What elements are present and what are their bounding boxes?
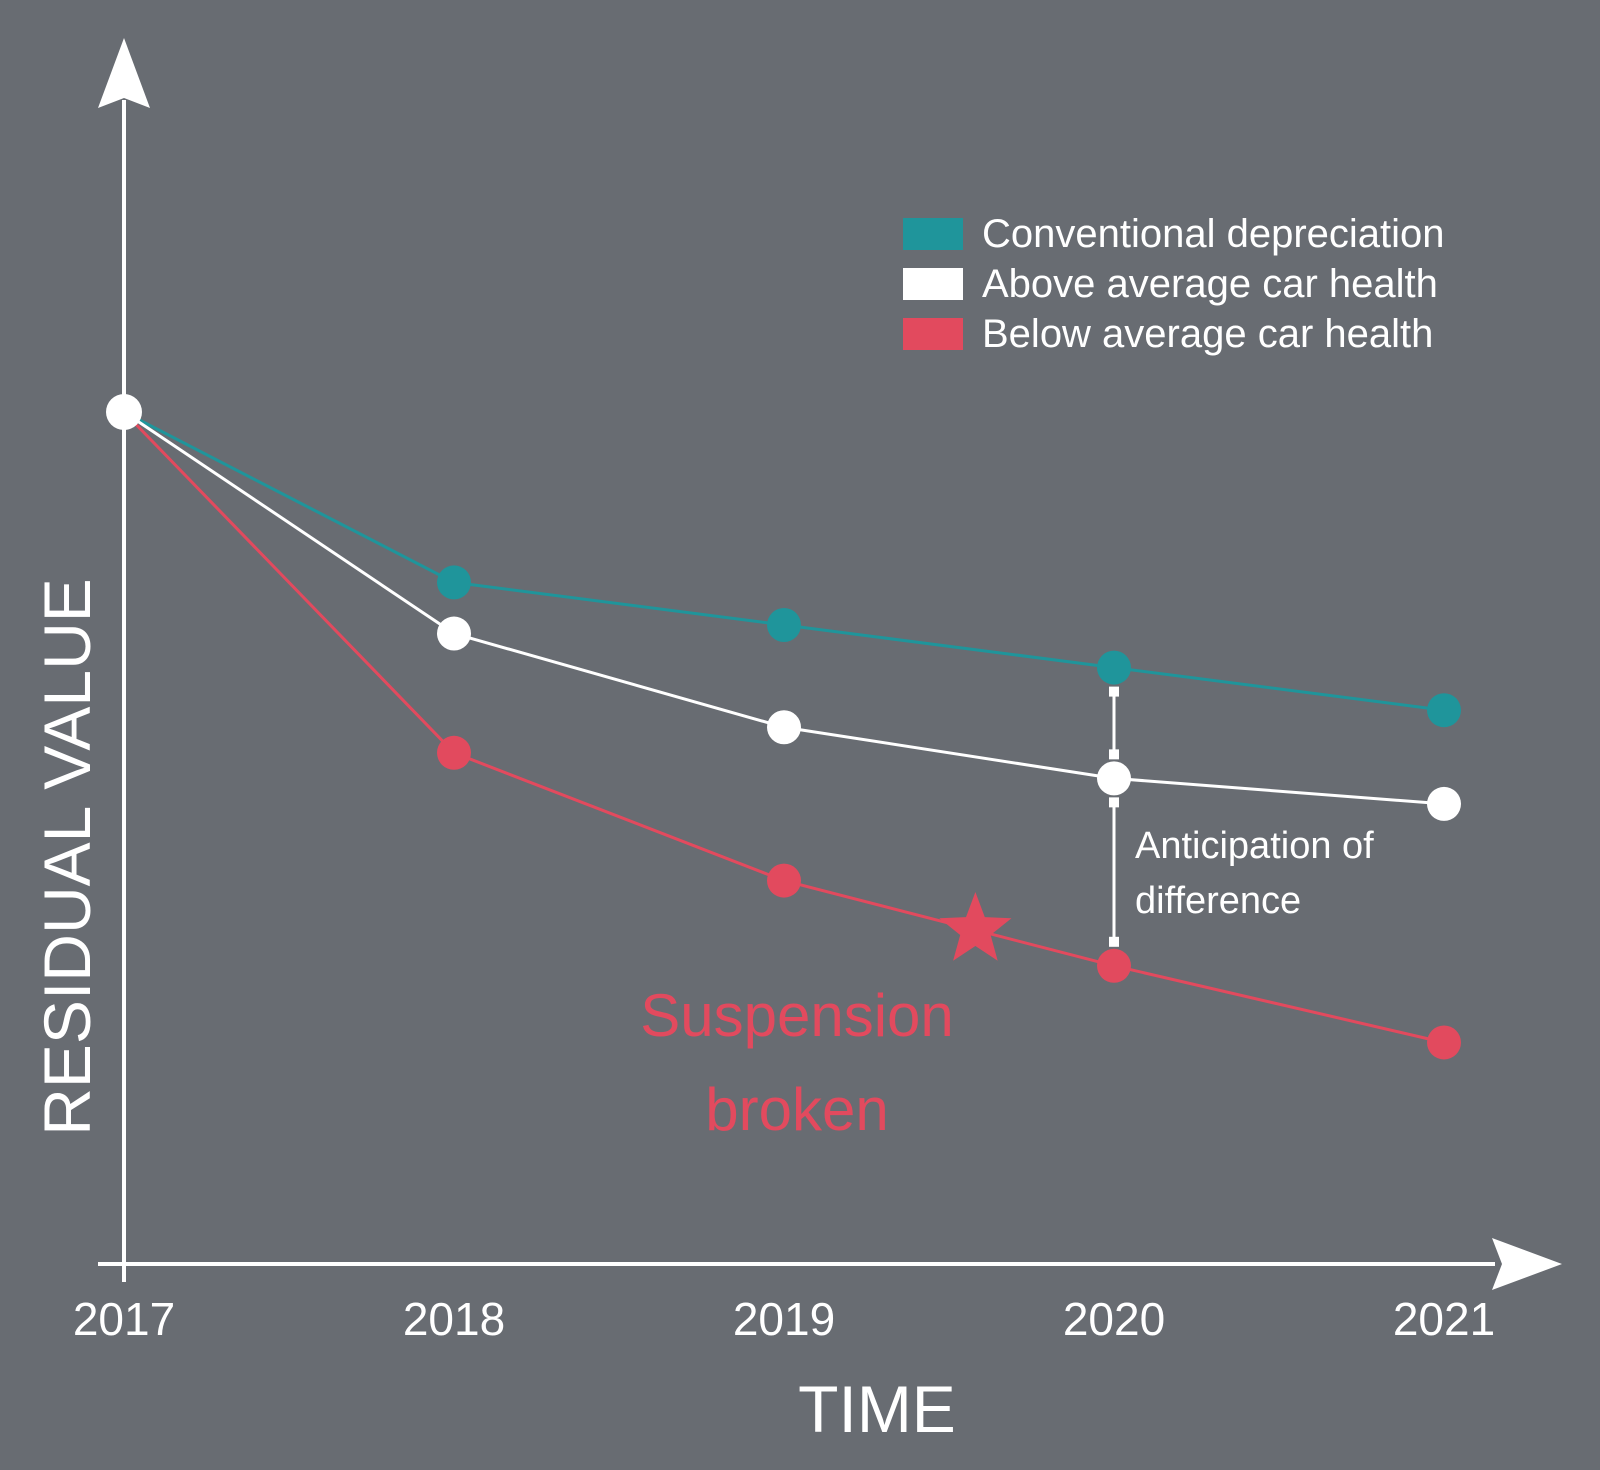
legend-label-0: Conventional depreciation [982, 212, 1445, 256]
series-line-0 [123, 410, 1445, 712]
series-2-point-3 [1097, 948, 1131, 983]
series-0-point-2 [767, 608, 801, 642]
x-axis-arrow-icon [1492, 1238, 1562, 1290]
bracket-cap-top-1 [1109, 797, 1119, 808]
x-tick-label-2019: 2019 [733, 1293, 835, 1345]
series-line-1 [123, 410, 1445, 806]
x-tick-label-2017: 2017 [73, 1293, 175, 1345]
difference-label-line-1: Anticipation of [1135, 825, 1374, 867]
annotations: Anticipation of difference Suspension br… [640, 825, 1374, 1143]
x-tick-label-2020: 2020 [1063, 1293, 1165, 1345]
series-1-point-3 [1097, 761, 1131, 796]
axes [98, 38, 1562, 1290]
series-2-point-2 [767, 863, 801, 898]
star-icon [939, 892, 1012, 961]
series-1-point-2 [767, 710, 801, 745]
series-1-point-4 [1427, 786, 1461, 821]
y-axis-arrow-icon [98, 38, 150, 108]
legend-label-1: Above average car health [982, 262, 1438, 306]
event-label-line-2: broken [705, 1076, 888, 1143]
x-tick-label-2021: 2021 [1393, 1293, 1495, 1345]
series-2-point-4 [1427, 1025, 1461, 1060]
series-layer [106, 394, 1461, 1060]
difference-bracket [1109, 686, 1119, 947]
series-1-point-1 [437, 616, 471, 651]
difference-label-line-2: difference [1135, 880, 1301, 922]
y-axis-title: RESIDUAL VALUE [30, 578, 104, 1136]
x-tick-labels: 2017 2018 2019 2020 2021 [73, 1293, 1495, 1345]
legend-swatch-1 [903, 268, 963, 300]
legend-label-2: Below average car health [982, 312, 1433, 356]
series-2-point-1 [437, 735, 471, 770]
bracket-cap-bottom-0 [1109, 749, 1119, 760]
bracket-cap-bottom-1 [1109, 936, 1119, 947]
bracket-cap-top-0 [1109, 686, 1119, 697]
x-tick-label-2018: 2018 [403, 1293, 505, 1345]
legend-swatch-0 [903, 218, 963, 250]
series-0-point-4 [1427, 693, 1461, 728]
legend: Conventional depreciation Above average c… [903, 212, 1445, 356]
series-0-point-3 [1097, 650, 1131, 685]
x-axis-title: TIME [798, 1372, 956, 1446]
series-0-point-1 [437, 565, 471, 600]
start-point [106, 394, 142, 430]
event-label-line-1: Suspension [640, 982, 954, 1049]
legend-swatch-2 [903, 318, 963, 350]
